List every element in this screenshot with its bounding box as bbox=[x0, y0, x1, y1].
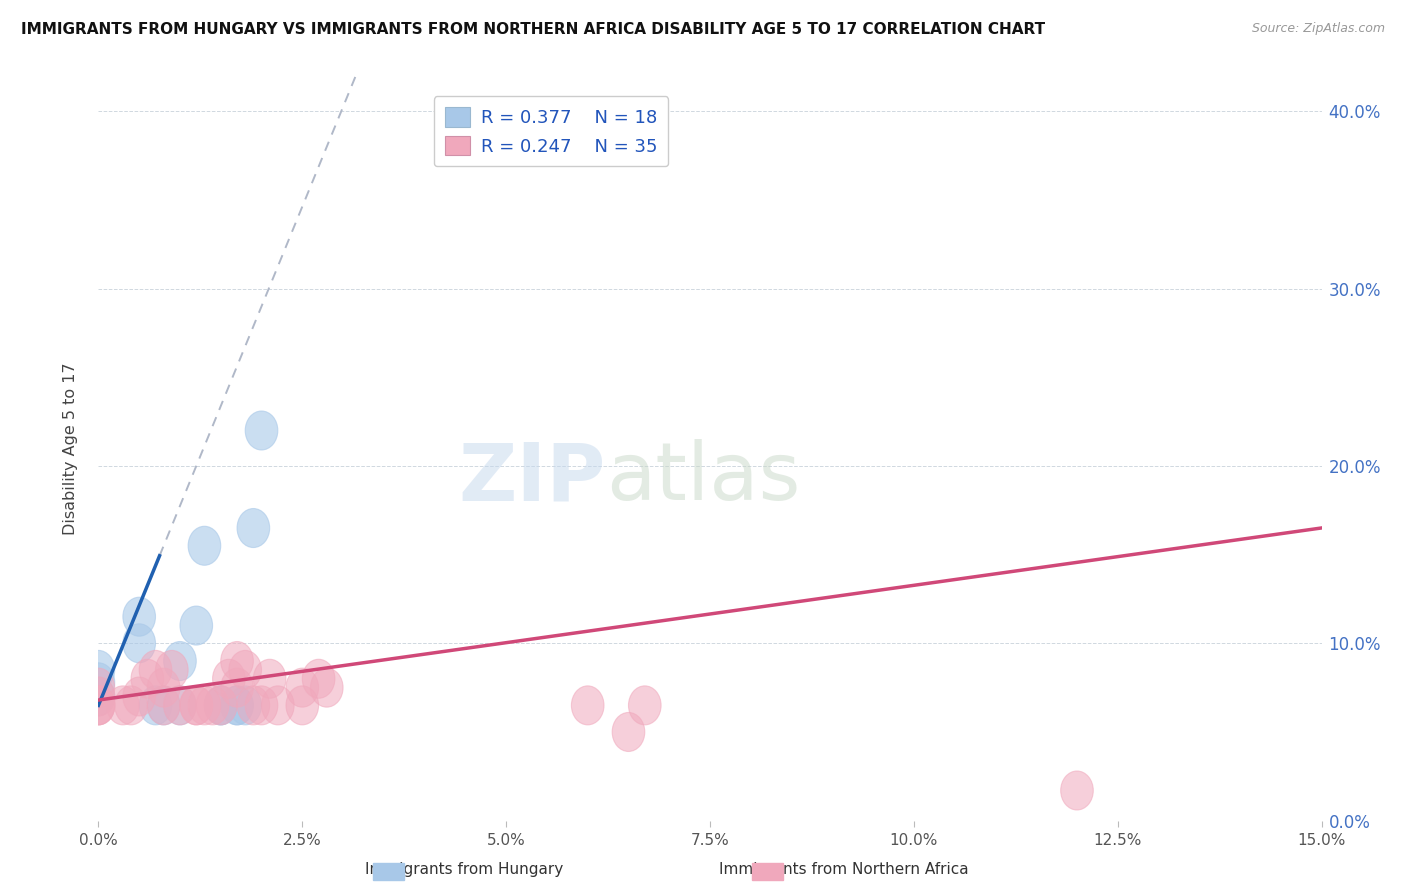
Ellipse shape bbox=[82, 677, 115, 716]
Ellipse shape bbox=[212, 659, 245, 698]
Ellipse shape bbox=[253, 659, 285, 698]
Ellipse shape bbox=[131, 659, 163, 698]
Ellipse shape bbox=[82, 663, 115, 702]
Ellipse shape bbox=[311, 668, 343, 707]
Ellipse shape bbox=[197, 686, 229, 725]
Ellipse shape bbox=[148, 686, 180, 725]
Ellipse shape bbox=[204, 686, 238, 725]
Ellipse shape bbox=[82, 686, 115, 725]
Ellipse shape bbox=[245, 686, 278, 725]
Ellipse shape bbox=[115, 686, 148, 725]
Ellipse shape bbox=[262, 686, 294, 725]
Ellipse shape bbox=[122, 624, 156, 663]
Ellipse shape bbox=[148, 686, 180, 725]
Text: atlas: atlas bbox=[606, 439, 800, 517]
Ellipse shape bbox=[285, 668, 319, 707]
Ellipse shape bbox=[180, 686, 212, 725]
Ellipse shape bbox=[628, 686, 661, 725]
Ellipse shape bbox=[139, 650, 172, 690]
Ellipse shape bbox=[188, 686, 221, 725]
Ellipse shape bbox=[238, 508, 270, 548]
Ellipse shape bbox=[302, 659, 335, 698]
Ellipse shape bbox=[122, 598, 156, 636]
Y-axis label: Disability Age 5 to 17: Disability Age 5 to 17 bbox=[63, 362, 77, 534]
Ellipse shape bbox=[221, 668, 253, 707]
Ellipse shape bbox=[163, 686, 197, 725]
Ellipse shape bbox=[156, 650, 188, 690]
Ellipse shape bbox=[221, 686, 253, 725]
Ellipse shape bbox=[82, 677, 115, 716]
Text: Immigrants from Hungary: Immigrants from Hungary bbox=[364, 862, 564, 877]
Ellipse shape bbox=[82, 686, 115, 725]
Ellipse shape bbox=[221, 641, 253, 681]
Text: Immigrants from Northern Africa: Immigrants from Northern Africa bbox=[718, 862, 969, 877]
Ellipse shape bbox=[571, 686, 605, 725]
Ellipse shape bbox=[1060, 771, 1094, 810]
Ellipse shape bbox=[229, 686, 262, 725]
Ellipse shape bbox=[285, 686, 319, 725]
Ellipse shape bbox=[180, 606, 212, 645]
Ellipse shape bbox=[229, 650, 262, 690]
Ellipse shape bbox=[204, 686, 238, 725]
Ellipse shape bbox=[180, 686, 212, 725]
Ellipse shape bbox=[163, 641, 197, 681]
Ellipse shape bbox=[204, 686, 238, 725]
Ellipse shape bbox=[82, 686, 115, 725]
Legend: R = 0.377    N = 18, R = 0.247    N = 35: R = 0.377 N = 18, R = 0.247 N = 35 bbox=[434, 96, 668, 167]
Ellipse shape bbox=[107, 686, 139, 725]
Ellipse shape bbox=[82, 650, 115, 690]
Ellipse shape bbox=[148, 668, 180, 707]
Text: Source: ZipAtlas.com: Source: ZipAtlas.com bbox=[1251, 22, 1385, 36]
Ellipse shape bbox=[245, 411, 278, 450]
Ellipse shape bbox=[139, 686, 172, 725]
Ellipse shape bbox=[163, 686, 197, 725]
Ellipse shape bbox=[122, 677, 156, 716]
Text: ZIP: ZIP bbox=[458, 439, 606, 517]
Ellipse shape bbox=[82, 668, 115, 707]
Ellipse shape bbox=[238, 686, 270, 725]
Ellipse shape bbox=[221, 686, 253, 725]
Ellipse shape bbox=[188, 526, 221, 566]
Text: IMMIGRANTS FROM HUNGARY VS IMMIGRANTS FROM NORTHERN AFRICA DISABILITY AGE 5 TO 1: IMMIGRANTS FROM HUNGARY VS IMMIGRANTS FR… bbox=[21, 22, 1045, 37]
Ellipse shape bbox=[612, 713, 645, 751]
